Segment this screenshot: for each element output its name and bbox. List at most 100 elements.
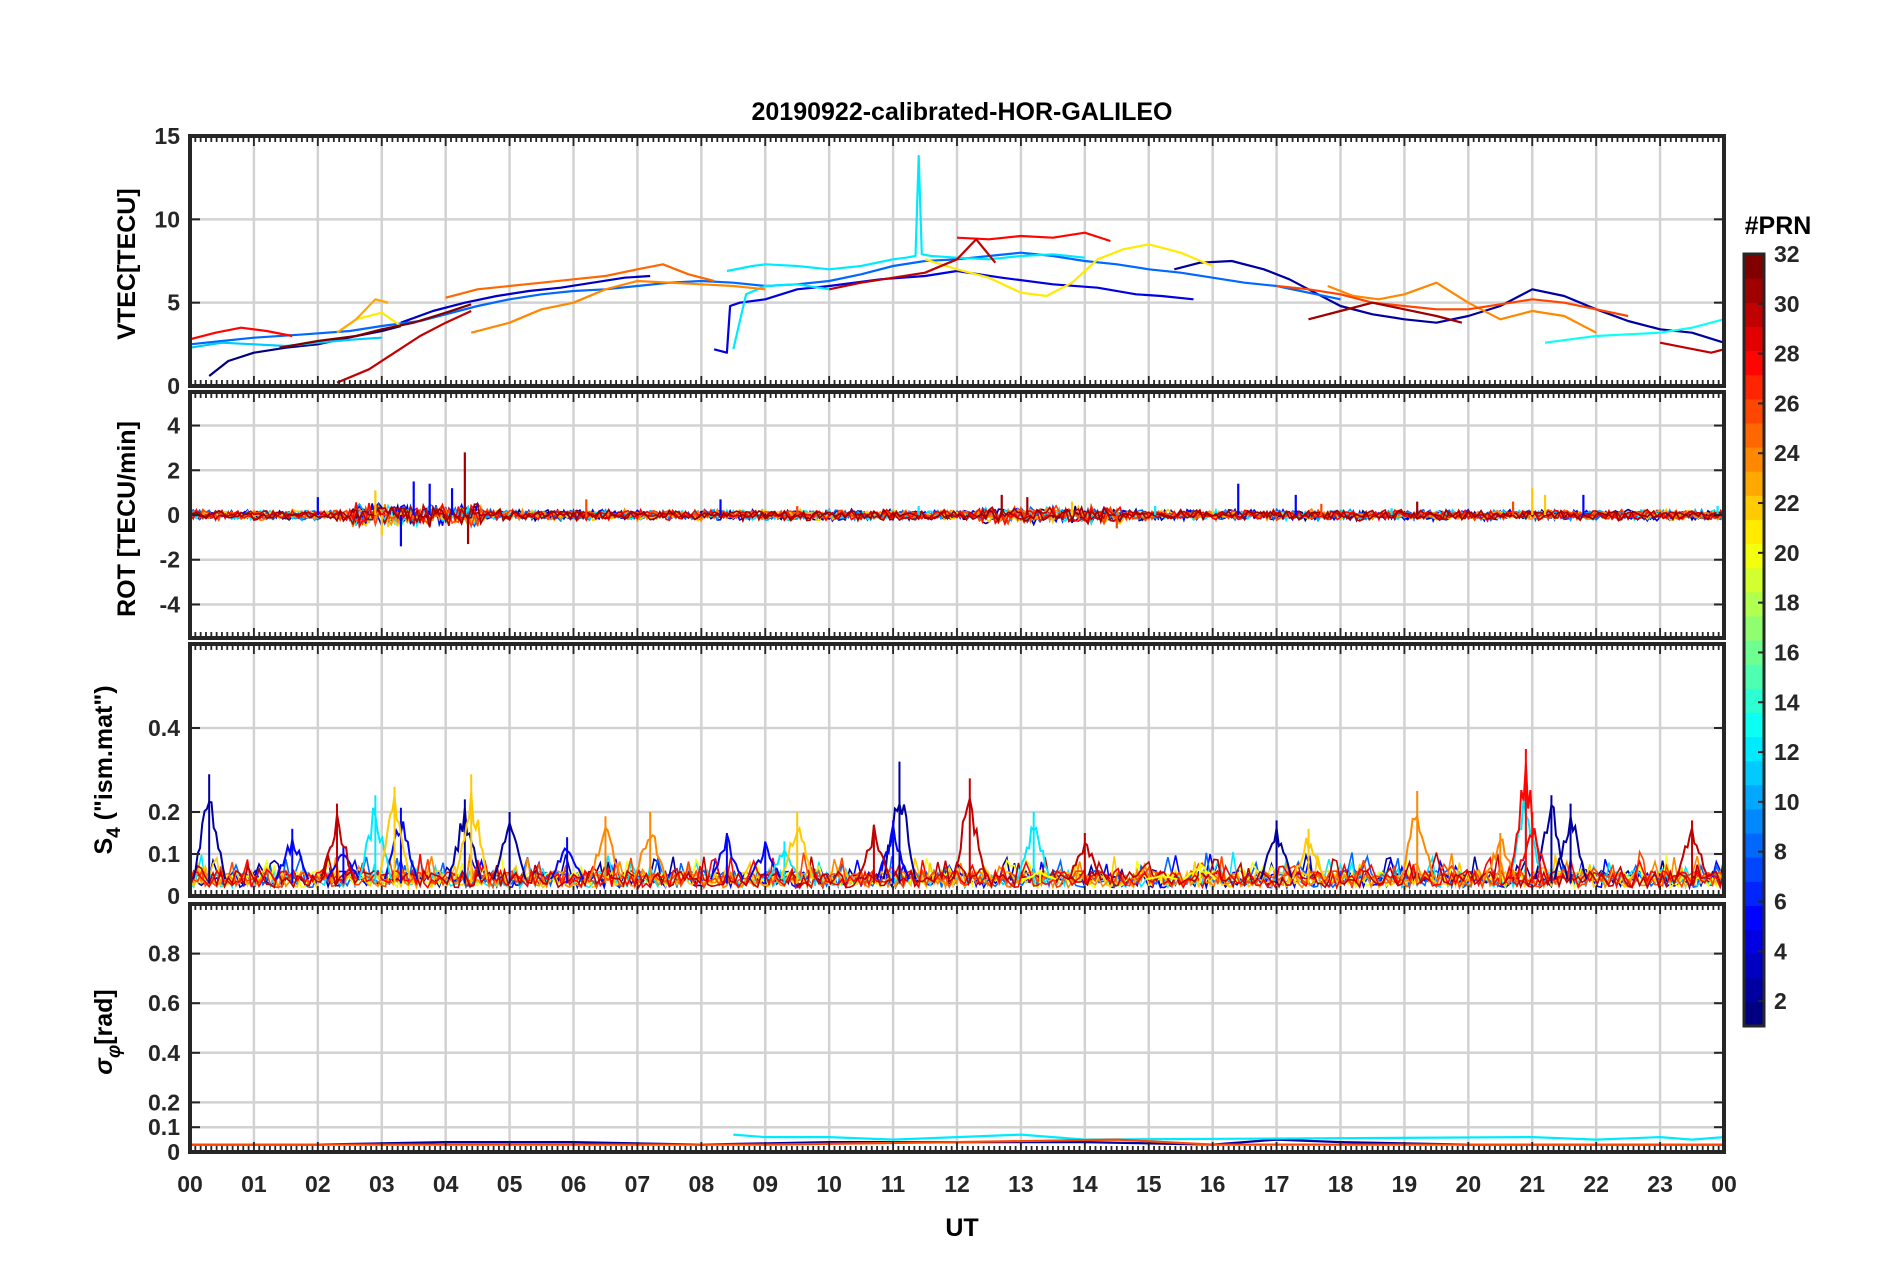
colorbar-swatch bbox=[1744, 422, 1764, 448]
x-tick-label: 07 bbox=[625, 1171, 651, 1197]
y-tick-label: 0 bbox=[167, 373, 180, 399]
x-tick-label: 18 bbox=[1328, 1171, 1354, 1197]
series-line-prn-31 bbox=[1308, 301, 1463, 324]
colorbar-swatch bbox=[1744, 495, 1764, 520]
colorbar-swatch bbox=[1744, 1001, 1764, 1027]
x-tick-label: 14 bbox=[1072, 1171, 1098, 1197]
colorbar-tick-label: 28 bbox=[1774, 341, 1800, 367]
series-line-prn-30 bbox=[828, 238, 997, 291]
colorbar-swatch bbox=[1744, 953, 1764, 979]
series-line-prn-30 bbox=[1659, 341, 1724, 354]
x-tick-label: 09 bbox=[752, 1171, 778, 1197]
x-tick-label: 13 bbox=[1008, 1171, 1034, 1197]
x-tick-label: 01 bbox=[241, 1171, 267, 1197]
colorbar-tick-label: 16 bbox=[1774, 639, 1800, 665]
x-tick-label: 05 bbox=[497, 1171, 523, 1197]
x-tick-label: 10 bbox=[816, 1171, 842, 1197]
colorbar-swatch bbox=[1744, 664, 1764, 689]
x-tick-label: 20 bbox=[1456, 1171, 1482, 1197]
series-line-prn-26 bbox=[190, 1138, 1724, 1146]
x-tick-label: 00 bbox=[177, 1171, 203, 1197]
x-tick-label: 12 bbox=[944, 1171, 970, 1197]
series-line-prn-12 bbox=[732, 283, 830, 350]
vtec-ylabel: VTEC[TECU] bbox=[113, 188, 141, 339]
y-tick-label: 0 bbox=[167, 1139, 180, 1165]
y-tick-label: 0 bbox=[167, 502, 180, 528]
colorbar-swatch bbox=[1744, 302, 1764, 327]
x-tick-label: 08 bbox=[689, 1171, 715, 1197]
colorbar-swatch bbox=[1744, 857, 1764, 882]
colorbar-swatch bbox=[1744, 447, 1764, 472]
x-tick-label: 19 bbox=[1392, 1171, 1418, 1197]
y-tick-label: 0 bbox=[167, 883, 180, 909]
series-line-prn-3 bbox=[400, 274, 651, 324]
colorbar-swatch bbox=[1744, 760, 1764, 786]
colorbar-tick-label: 32 bbox=[1774, 241, 1800, 267]
colorbar-swatch bbox=[1744, 615, 1764, 641]
colorbar-frame bbox=[1742, 252, 1766, 1028]
colorbar-swatch bbox=[1744, 784, 1764, 810]
series-line-prn-25 bbox=[445, 263, 715, 299]
y-tick-label: 5 bbox=[167, 290, 180, 316]
s4-noise-line-prn-28 bbox=[190, 853, 1724, 891]
x-tick-label: 17 bbox=[1264, 1171, 1290, 1197]
rot-ylabel: ROT [TECU/min] bbox=[113, 421, 141, 617]
x-axis-label: UT bbox=[945, 1214, 978, 1242]
y-tick-label: 0.2 bbox=[148, 1089, 180, 1115]
sigma-ylabel-main: σ bbox=[90, 1057, 118, 1075]
sigma-ylabel-sub: φ bbox=[104, 1045, 125, 1058]
colorbar-tick-label: 20 bbox=[1774, 540, 1800, 566]
y-tick-label: -2 bbox=[160, 547, 180, 573]
y-tick-label: 0.4 bbox=[148, 715, 180, 741]
colorbar-swatch bbox=[1744, 254, 1764, 279]
series-line-prn-21 bbox=[355, 311, 402, 327]
x-tick-label: 15 bbox=[1136, 1171, 1162, 1197]
rot-noise-line-prn-31 bbox=[190, 503, 1724, 528]
series-group bbox=[190, 452, 1724, 547]
x-tick-label: 11 bbox=[881, 1171, 906, 1197]
colorbar-swatch bbox=[1744, 736, 1764, 762]
colorbar-tick-label: 24 bbox=[1774, 440, 1800, 466]
rot-panel: -4 -2 0 2 4 bbox=[160, 390, 1726, 640]
y-tick-label: 0.4 bbox=[148, 1040, 180, 1066]
y-tick-label: 0.6 bbox=[148, 990, 180, 1016]
x-tick-label: 23 bbox=[1647, 1171, 1673, 1197]
y-tick-label: 4 bbox=[167, 413, 180, 439]
series-line-prn-28 bbox=[956, 231, 1111, 243]
y-tick-label: 2 bbox=[167, 457, 180, 483]
colorbar-swatch bbox=[1744, 905, 1764, 931]
s4-ylabel-rest: ("ism.mat") bbox=[90, 685, 118, 827]
x-tick-label: 04 bbox=[433, 1171, 459, 1197]
chart-title: 20190922-calibrated-HOR-GALILEO bbox=[752, 98, 1173, 126]
y-tick-label: 15 bbox=[154, 123, 180, 149]
colorbar-swatch bbox=[1744, 640, 1764, 665]
colorbar-swatch bbox=[1744, 929, 1764, 955]
series-group bbox=[190, 749, 1724, 891]
y-tick-label: 0.8 bbox=[148, 941, 180, 967]
x-tick-labels: 00 01 02 03 04 05 06 07 08 09 10 11 12 13 14 15 16 17 18 19… bbox=[177, 1171, 1737, 1197]
vtec-panel: 0 5 10 15 bbox=[154, 123, 1726, 399]
y-tick-label: 0.2 bbox=[148, 799, 180, 825]
series-line-prn-26 bbox=[1276, 284, 1629, 318]
colorbar-swatch bbox=[1744, 688, 1764, 713]
y-tick-label: -4 bbox=[160, 591, 181, 617]
series-line-prn-2 bbox=[1174, 259, 1724, 344]
colorbar-swatch bbox=[1744, 881, 1764, 906]
series-line-prn-28 bbox=[190, 326, 293, 341]
series-line-prn-24 bbox=[1327, 281, 1597, 334]
y-tick-label: 0.1 bbox=[148, 1114, 180, 1140]
colorbar-swatch bbox=[1744, 350, 1764, 376]
colorbar-swatch bbox=[1744, 278, 1764, 303]
colorbar-tick-label: 8 bbox=[1774, 839, 1787, 865]
colorbar-swatch bbox=[1744, 591, 1764, 617]
x-tick-label: 02 bbox=[305, 1171, 331, 1197]
x-tick-label: 21 bbox=[1519, 1171, 1545, 1197]
x-tick-label: 00 bbox=[1711, 1171, 1737, 1197]
series-line-prn-12 bbox=[726, 154, 1085, 273]
s4-ylabel: S4 ("ism.mat") bbox=[90, 685, 125, 854]
x-tick-label: 06 bbox=[561, 1171, 587, 1197]
colorbar-swatch bbox=[1744, 977, 1764, 1003]
